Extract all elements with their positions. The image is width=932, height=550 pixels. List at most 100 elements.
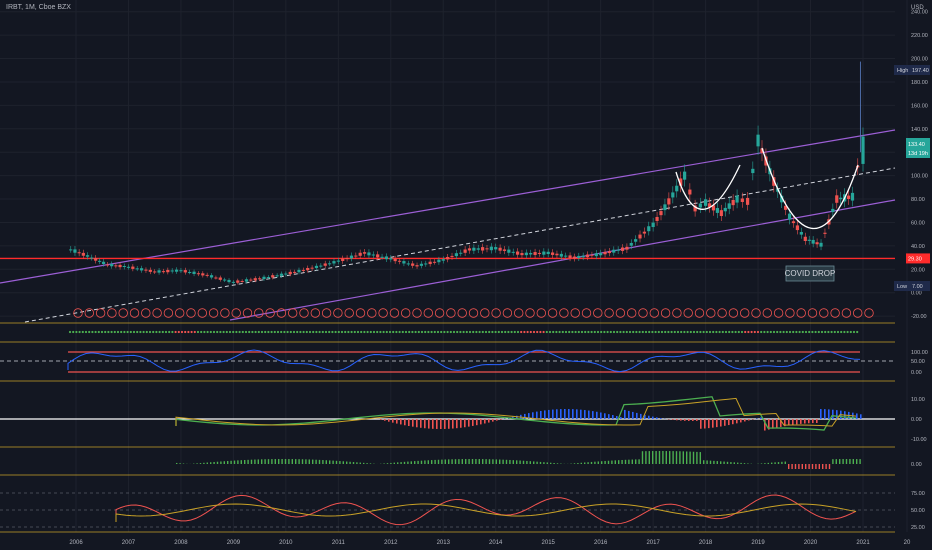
signal-dot: [302, 330, 305, 334]
candle-up: [170, 270, 174, 272]
candle-up: [612, 249, 616, 253]
signal-dot: [600, 330, 603, 334]
macd-histogram-bar: [728, 419, 730, 426]
candle-up: [459, 252, 463, 254]
signal-marker: [434, 308, 445, 318]
histogram-bar: [264, 459, 266, 464]
macd-histogram-bar: [800, 419, 802, 424]
histogram-bar: [458, 459, 460, 464]
macd-histogram-bar: [604, 413, 606, 419]
signal-dot: [120, 330, 123, 334]
macd-histogram-bar: [392, 419, 394, 423]
histogram-bar: [601, 461, 603, 464]
osc-tick-label: 50.00: [911, 359, 925, 365]
histogram-bar: [825, 464, 827, 469]
macd-histogram-bar: [748, 419, 750, 421]
histogram-bar: [278, 459, 280, 464]
signal-dot: [446, 330, 449, 334]
candle-down: [411, 263, 415, 266]
candle-down: [485, 248, 489, 250]
signal-dot: [465, 330, 468, 334]
histogram-bar: [522, 460, 525, 464]
histogram-bar: [468, 459, 470, 464]
histogram-bar: [305, 459, 307, 464]
time-tick-label: 2017: [646, 540, 660, 546]
signal-dot: [609, 330, 612, 334]
histogram-bar: [492, 459, 494, 464]
candle-up: [419, 263, 424, 266]
candle-down: [603, 251, 607, 255]
histogram-bar: [794, 464, 797, 469]
signal-dot: [808, 330, 811, 334]
signal-dot: [350, 330, 353, 334]
candle-up: [524, 252, 528, 256]
histogram-bar: [318, 459, 321, 464]
signal-dot: [612, 330, 616, 334]
macd-histogram-bar: [660, 418, 662, 419]
signal-dot: [552, 330, 555, 334]
histogram-bar: [635, 459, 637, 464]
price-tick-label: 20.00: [911, 267, 925, 273]
candle-down: [533, 252, 537, 255]
signal-dot: [753, 330, 756, 334]
signal-marker: [570, 308, 580, 318]
histogram-bar: [723, 461, 725, 464]
signal-dot: [744, 330, 747, 334]
histogram-bar: [471, 459, 474, 464]
signal-dot: [504, 330, 507, 334]
signal-dot: [404, 330, 408, 334]
histogram-bar: [818, 464, 820, 469]
candle-down: [196, 273, 201, 275]
macd-histogram-bar: [708, 419, 710, 429]
candle-down: [679, 178, 683, 186]
candle-up: [73, 249, 77, 253]
signal-dot: [308, 330, 312, 334]
macd-histogram-bar: [744, 419, 746, 422]
signal-dot: [660, 330, 664, 334]
candle-down: [362, 252, 367, 254]
signal-dot: [561, 330, 564, 334]
histogram-bar: [478, 459, 480, 464]
signal-dot: [603, 330, 606, 334]
histogram-bar: [461, 459, 463, 464]
signal-dot: [683, 330, 686, 334]
signal-dot: [513, 330, 516, 334]
macd-histogram-bar: [692, 419, 694, 421]
signal-dot: [328, 330, 331, 334]
candle-up: [581, 255, 585, 258]
candle-up: [279, 273, 284, 276]
signal-dot: [452, 330, 456, 334]
macd-histogram-bar: [812, 419, 814, 424]
candle-down: [568, 255, 572, 259]
signal-dot: [580, 330, 584, 334]
signal-dot: [388, 330, 392, 334]
signal-marker: [672, 308, 682, 318]
signal-dot: [763, 330, 766, 334]
signal-dot: [824, 330, 827, 334]
signal-dot: [814, 330, 817, 334]
price-axis: 240.00220.00200.00180.00160.00140.00120.…: [911, 10, 928, 320]
macd-histogram-bar: [732, 419, 734, 425]
signal-dot: [152, 330, 155, 334]
macd-histogram-bar: [460, 419, 462, 428]
histogram-bar: [550, 462, 552, 464]
histogram-bar: [247, 459, 249, 464]
macd-histogram-bar: [736, 419, 738, 424]
histogram-bar: [410, 461, 412, 464]
price-tick-label: 200.00: [911, 57, 928, 63]
signal-dot: [654, 330, 657, 334]
time-tick-label: 2019: [751, 540, 765, 546]
signal-dot: [638, 330, 641, 334]
macd-histogram-bar: [528, 413, 530, 419]
histogram-bar: [682, 451, 684, 464]
candle-down: [655, 216, 659, 221]
signal-dot: [827, 330, 830, 334]
price-tick-label: 160.00: [911, 103, 928, 109]
macd-histogram-bar: [540, 410, 542, 419]
signal-dot: [344, 330, 347, 334]
macd-histogram-bar: [384, 419, 386, 421]
histogram-bar: [706, 460, 708, 464]
candle-down: [240, 280, 244, 282]
signal-marker: [84, 308, 95, 318]
